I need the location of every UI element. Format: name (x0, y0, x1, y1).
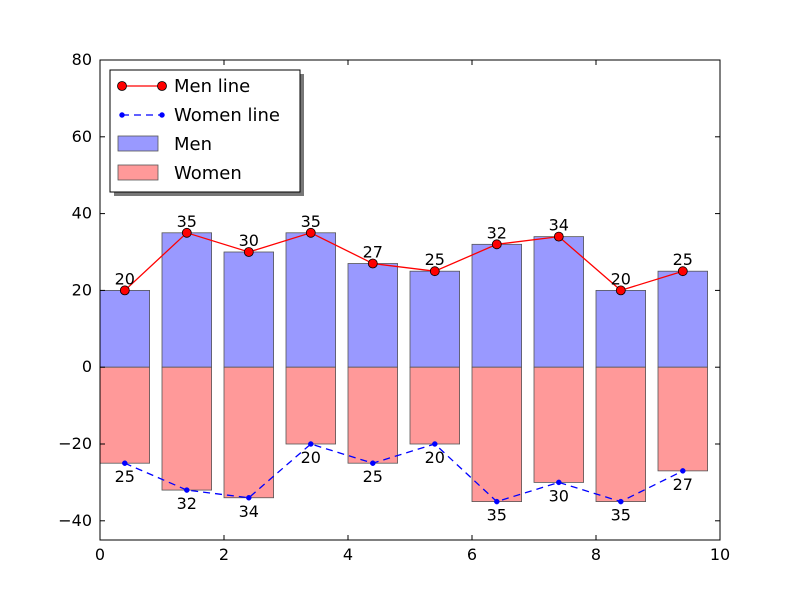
men-data-label-5: 25 (425, 250, 445, 269)
women-data-label-0: 25 (115, 467, 135, 486)
men-bar-3 (285, 232, 336, 368)
legend-label-women: Women (174, 163, 242, 184)
women-data-label-4: 25 (363, 467, 383, 486)
women-bar-9 (657, 366, 708, 472)
men-data-label-8: 20 (611, 269, 631, 288)
men-line-point-2 (243, 247, 254, 257)
women-data-label-9: 27 (673, 475, 693, 494)
y-tick-label-1: −20 (58, 434, 92, 453)
women-data-label-6: 35 (487, 506, 507, 525)
men-data-label-2: 30 (239, 231, 259, 250)
ticks-layer: 0 2 4 6 8 10 −40 −20 0 20 40 60 80 (58, 50, 730, 564)
men-data-label-3: 35 (301, 212, 321, 231)
women-line-point-6 (494, 498, 500, 505)
men-line-point-9 (677, 266, 688, 277)
women-line-point-9 (680, 468, 686, 474)
men-bar-6 (471, 243, 522, 368)
y-tick-label-5: 60 (72, 127, 92, 146)
men-line-point-1 (181, 227, 192, 238)
men-bar-1 (161, 232, 212, 368)
bars-layer (99, 232, 708, 503)
legend-swatch-women (117, 164, 159, 181)
x-tick-label-2: 4 (343, 545, 353, 564)
women-line-point-3 (308, 441, 314, 447)
y-tick-label-3: 20 (72, 280, 92, 299)
men-line (124, 232, 683, 292)
women-bar-8 (595, 366, 646, 503)
women-bar-5 (409, 366, 460, 445)
women-bar-2 (223, 366, 274, 499)
legend-label-men-line: Men line (174, 76, 250, 97)
women-line-point-8 (618, 498, 624, 505)
men-data-label-0: 20 (115, 269, 135, 288)
women-line (124, 443, 684, 503)
women-data-label-5: 20 (425, 448, 445, 467)
women-bar-3 (285, 366, 336, 445)
women-line-point-2 (246, 495, 252, 501)
men-bar-8 (595, 289, 646, 368)
women-data-label-8: 35 (611, 506, 631, 525)
men-line-point-6 (491, 239, 502, 250)
women-line-point-5 (432, 441, 438, 447)
women-bar-0 (99, 366, 150, 464)
legend-marker-women-line-1 (159, 112, 165, 118)
men-bar-9 (657, 270, 708, 368)
x-tick-label-4: 8 (591, 545, 601, 564)
men-data-label-4: 27 (363, 243, 383, 262)
x-tick-label-1: 2 (219, 545, 229, 564)
women-line-point-7 (556, 479, 562, 486)
men-line-point-7 (553, 231, 564, 242)
x-tick-label-0: 0 (95, 545, 105, 564)
legend-swatch-men (117, 135, 159, 152)
legend-marker-men-line-1 (157, 81, 167, 91)
men-line-point-8 (615, 285, 626, 296)
legend-marker-women-line-0 (119, 112, 125, 118)
legend-label-men: Men (174, 134, 212, 155)
men-bar-5 (409, 270, 460, 368)
legend: Men line Women line Men Women (109, 69, 304, 196)
men-line-point-0 (119, 285, 130, 296)
data-labels-layer: 20 35 30 35 27 25 32 34 20 25 25 32 34 20 25 20 35 30 35 27 (115, 212, 693, 525)
men-data-label-1: 35 (177, 212, 197, 231)
men-line-point-5 (429, 266, 440, 277)
women-bar-6 (471, 366, 522, 503)
y-tick-label-0: −40 (58, 511, 92, 530)
women-data-label-7: 30 (549, 486, 569, 505)
x-tick-label-3: 6 (467, 545, 477, 564)
legend-label-women-line: Women line (174, 105, 280, 126)
lines-layer (119, 227, 688, 505)
women-line-point-1 (184, 487, 190, 493)
x-tick-label-5: 10 (710, 545, 730, 564)
men-data-label-9: 25 (673, 250, 693, 269)
men-line-point-3 (305, 227, 316, 238)
women-bar-7 (533, 366, 584, 483)
men-data-label-7: 34 (549, 216, 569, 235)
women-data-label-2: 34 (239, 502, 259, 521)
men-bar-2 (223, 251, 274, 368)
men-bar-7 (533, 236, 584, 368)
axes-frame (99, 59, 721, 541)
y-tick-label-2: 0 (82, 357, 92, 376)
men-line-point-4 (367, 258, 378, 269)
women-bar-4 (347, 366, 398, 464)
women-line-point-0 (122, 460, 128, 466)
men-bar-4 (347, 263, 398, 368)
women-data-label-1: 32 (177, 494, 197, 513)
women-line-point-4 (370, 460, 376, 466)
men-data-label-6: 32 (487, 223, 507, 242)
y-tick-label-4: 40 (72, 204, 92, 223)
women-data-label-3: 20 (301, 448, 321, 467)
women-bar-1 (161, 366, 212, 491)
men-bar-0 (99, 289, 150, 368)
y-tick-label-6: 80 (72, 50, 92, 69)
legend-marker-men-line-0 (117, 81, 127, 91)
